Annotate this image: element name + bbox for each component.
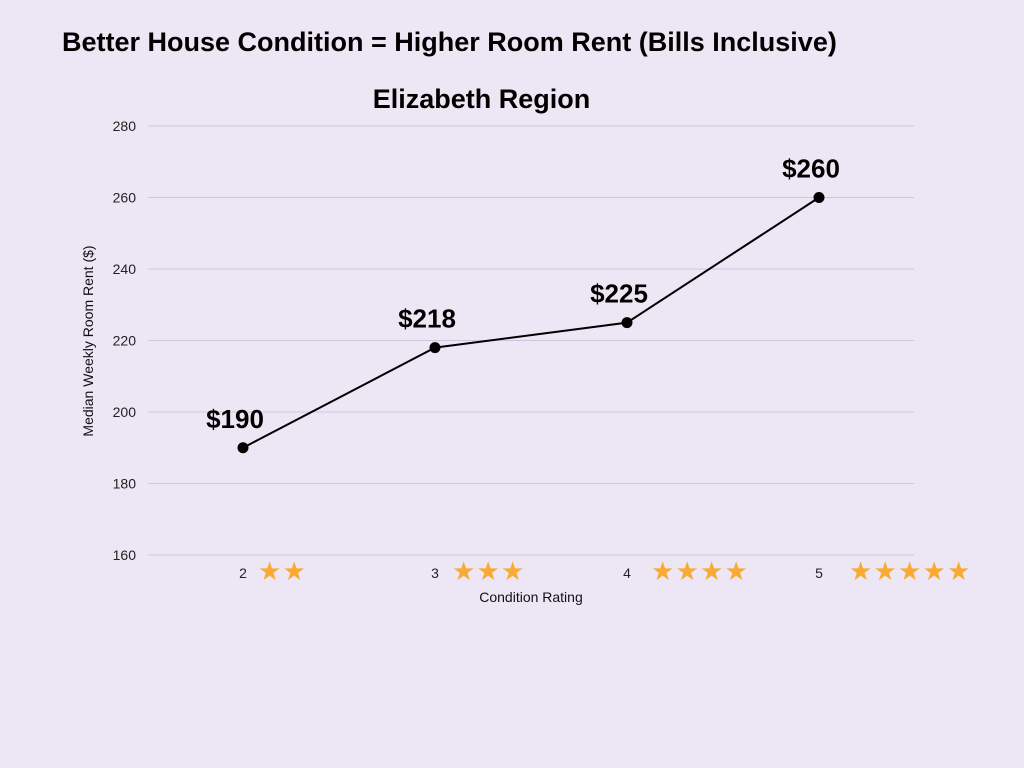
star-icon: ★ bbox=[874, 557, 897, 587]
y-tick-label: 240 bbox=[113, 261, 137, 277]
chart-title: Better House Condition = Higher Room Ren… bbox=[62, 27, 837, 57]
star-icon: ★ bbox=[898, 557, 921, 587]
star-icon: ★ bbox=[258, 557, 281, 587]
x-axis-title: Condition Rating bbox=[479, 589, 583, 605]
star-icon: ★ bbox=[676, 557, 699, 587]
star-icon: ★ bbox=[477, 557, 500, 587]
star-icon: ★ bbox=[501, 557, 524, 587]
star-icon: ★ bbox=[452, 557, 475, 587]
y-axis-title: Median Weekly Room Rent ($) bbox=[80, 245, 96, 436]
star-icon: ★ bbox=[923, 557, 946, 587]
y-tick-label: 280 bbox=[113, 118, 137, 134]
star-icon: ★ bbox=[725, 557, 748, 587]
y-tick-label: 260 bbox=[113, 190, 137, 206]
data-label: $190 bbox=[206, 404, 264, 434]
y-tick-label: 220 bbox=[113, 333, 137, 349]
series-line bbox=[242, 196, 820, 449]
star-icon: ★ bbox=[947, 557, 970, 587]
x-tick-label: 2 bbox=[239, 565, 247, 581]
y-tick-label: 180 bbox=[113, 476, 137, 492]
data-point bbox=[429, 342, 441, 354]
y-tick-label: 200 bbox=[113, 404, 137, 420]
star-icon: ★ bbox=[283, 557, 306, 587]
data-point bbox=[813, 192, 825, 203]
chart-subtitle: Elizabeth Region bbox=[372, 84, 591, 114]
star-icon: ★ bbox=[849, 557, 872, 587]
x-tick-label: 5 bbox=[815, 565, 823, 581]
data-label: $218 bbox=[398, 304, 456, 334]
data-point bbox=[621, 317, 633, 329]
y-tick-label: 160 bbox=[113, 547, 137, 563]
x-tick-label: 4 bbox=[623, 565, 631, 581]
x-tick-label: 3 bbox=[431, 565, 439, 581]
data-label: $260 bbox=[782, 154, 840, 184]
data-point bbox=[237, 442, 249, 454]
data-label: $225 bbox=[590, 279, 648, 309]
star-icon: ★ bbox=[651, 557, 674, 587]
star-icon: ★ bbox=[700, 557, 723, 587]
